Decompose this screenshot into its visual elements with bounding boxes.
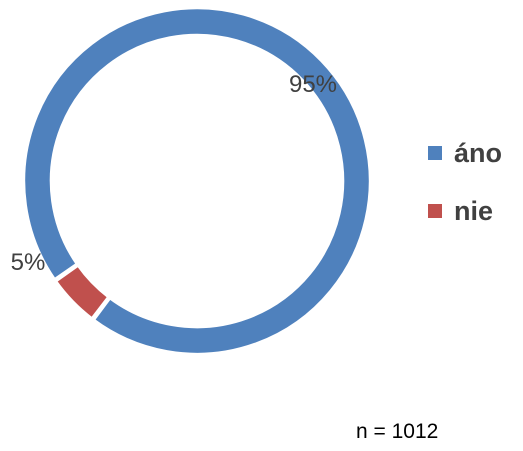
slice-nie xyxy=(54,263,111,321)
legend: áno nie xyxy=(428,138,502,254)
legend-swatch-ano xyxy=(428,146,442,160)
legend-item-ano: áno xyxy=(428,138,502,168)
sample-size-note: n = 1012 xyxy=(356,420,439,443)
data-label-ano: 95% xyxy=(289,71,337,98)
legend-swatch-nie xyxy=(428,204,442,218)
slice-ano xyxy=(22,6,372,356)
data-label-nie: 5% xyxy=(11,249,46,276)
legend-label-ano: áno xyxy=(454,137,503,168)
legend-item-nie: nie xyxy=(428,196,502,226)
legend-label-nie: nie xyxy=(454,195,494,226)
